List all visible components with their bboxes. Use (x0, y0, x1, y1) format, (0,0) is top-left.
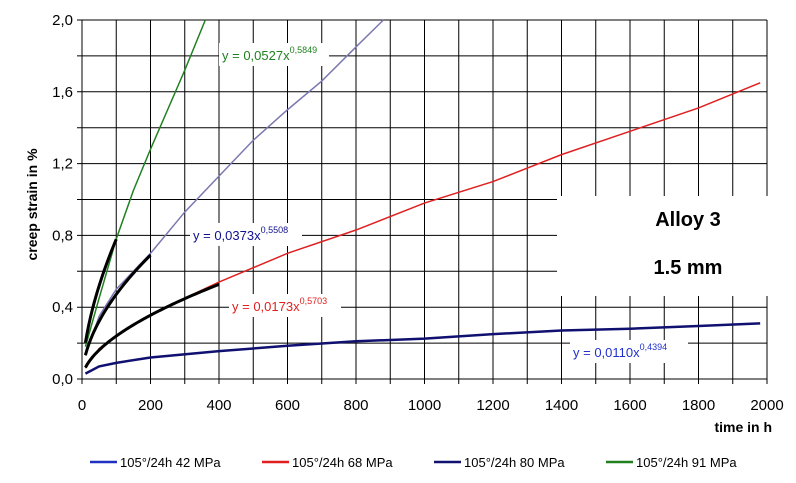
x-tick-label: 200 (138, 397, 163, 414)
y-tick-label: 0,8 (52, 227, 73, 244)
fit-curve (84, 282, 220, 369)
annotation-thickness: 1.5 mm (654, 257, 723, 279)
fit-curve (83, 254, 152, 356)
legend-item: 105°/24h 80 MPa (434, 455, 565, 470)
y-tick-label: 1,2 (52, 156, 73, 173)
fit-exponent: 0,5849 (290, 45, 318, 55)
x-tick-label: 1400 (545, 397, 578, 414)
fit-label-background (190, 223, 302, 246)
x-tick-label: 1200 (476, 397, 509, 414)
x-tick-label: 1600 (613, 397, 646, 414)
series-line (84, 322, 761, 375)
x-tick-label: 600 (275, 397, 300, 414)
x-tick-label: 1800 (682, 397, 715, 414)
series-line (84, 19, 384, 356)
fit-label-background (570, 340, 688, 363)
y-tick-label: 2,0 (52, 12, 73, 29)
legend-item: 105°/24h 68 MPa (262, 455, 393, 470)
x-tick-label: 1000 (408, 397, 441, 414)
fit-equation-label: y = 0,0173x0,5703 (232, 296, 327, 314)
annotation-alloy: Alloy 3 (655, 209, 721, 231)
fit-exponent: 0,4394 (640, 342, 668, 352)
x-tick-label: 0 (78, 397, 86, 414)
legend-label: 105°/24h 68 MPa (292, 455, 393, 470)
fit-label-background (229, 294, 341, 317)
y-tick-label: 1,6 (52, 84, 73, 101)
y-axis-label: creep strain in % (24, 148, 40, 261)
fit-equation-label: y = 0,0373x0,5508 (193, 225, 288, 243)
legend-label: 105°/24h 42 MPa (120, 455, 221, 470)
legend-item: 105°/24h 42 MPa (90, 455, 221, 470)
x-axis-label: time in h (714, 419, 772, 435)
x-tick-label: 400 (206, 397, 231, 414)
fit-exponent: 0,5508 (261, 225, 289, 235)
x-tick-label: 2000 (750, 397, 783, 414)
legend-item: 105°/24h 91 MPa (606, 455, 737, 470)
annotation-box-background (557, 196, 768, 296)
fit-equation-label: y = 0,0527x0,5849 (222, 45, 317, 63)
fit-exponent: 0,5703 (300, 296, 328, 306)
fit-curve (83, 238, 118, 343)
y-tick-label: 0,4 (52, 299, 73, 316)
legend-label: 105°/24h 91 MPa (636, 455, 737, 470)
legend-label: 105°/24h 80 MPa (464, 455, 565, 470)
fit-equation-label: y = 0,0110x0,4394 (573, 342, 667, 360)
fit-label-background (219, 43, 329, 66)
y-tick-label: 0,0 (52, 371, 73, 388)
series-line (84, 19, 206, 347)
x-tick-label: 800 (343, 397, 368, 414)
